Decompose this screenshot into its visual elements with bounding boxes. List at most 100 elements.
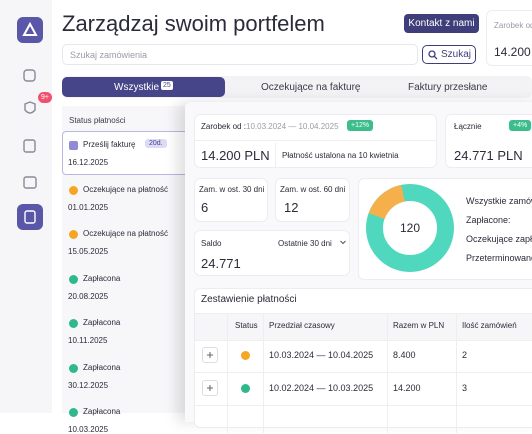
earnings-card: Zarobek od : 10.03.2024 — 10.04.2025 +12… (194, 114, 437, 168)
list-item-date: 10.03.2025 (68, 425, 109, 434)
paid-status-icon (69, 274, 78, 284)
shield-icon[interactable] (24, 101, 36, 114)
row-divider (195, 372, 532, 373)
orders60-value: 12 (284, 200, 299, 215)
paid-status-icon (241, 384, 250, 393)
earnings-label: Zarobek od : (201, 122, 246, 131)
wallet-icon (24, 210, 36, 224)
donut-chart (366, 184, 454, 272)
search-input[interactable]: Szukaj zamówienia (62, 44, 418, 65)
legend-item: Wszystkie zamów (466, 196, 532, 206)
side-card-label: Zarobek od : (494, 21, 532, 30)
legend-item: Zapłacone: (466, 215, 511, 225)
list-item-status[interactable]: Zapłacona (83, 318, 121, 327)
page-title: Zarządzaj swoim portfelem (62, 11, 325, 36)
column-header: Razem w PLN (393, 321, 445, 330)
total-amount: 24.771 PLN (454, 148, 523, 163)
logo-mark (22, 21, 38, 36)
side-card-amount: 14.200 PLN (494, 45, 532, 59)
row-total: 8.400 (393, 350, 416, 360)
row-divider (195, 405, 532, 406)
earnings-note: Płatność ustalona na 10 kwietnia (282, 151, 399, 160)
list-item-status[interactable]: Zapłacona (83, 273, 121, 283)
divider (275, 143, 276, 167)
table-title: Zestawienie płatności (201, 294, 297, 305)
column-divider (227, 313, 228, 433)
legend-item: Przeterminowane (466, 253, 532, 263)
orders60-card: Zam. w ost. 60 dni 12 (275, 178, 350, 222)
list-item-date: 16.12.2025 (68, 158, 109, 167)
pending-status-icon (69, 230, 78, 239)
bag-icon[interactable] (23, 69, 36, 82)
column-divider (456, 313, 457, 433)
logo[interactable] (17, 17, 43, 43)
balance-card: Saldo Ostatnie 30 dni 24.771 (194, 230, 350, 276)
orders30-value: 6 (201, 200, 209, 215)
column-divider (263, 313, 264, 433)
list-item-selected[interactable] (62, 131, 188, 175)
list-item-date: 01.01.2025 (68, 202, 109, 212)
dropdown-chevron[interactable] (340, 240, 346, 245)
earnings-range: 10.03.2024 — 10.04.2025 (246, 122, 339, 131)
wallet-selected[interactable] (17, 204, 43, 230)
plus-icon (207, 385, 213, 391)
notification-badge: 9+ (38, 92, 52, 103)
column-header: Przedział czasowy (269, 321, 335, 330)
donut-paid (366, 184, 454, 272)
total-change: +4% (509, 120, 532, 131)
tab-badge: 25 (161, 81, 173, 90)
earnings-amount: 14.200 PLN (201, 148, 270, 163)
row-count: 2 (462, 350, 468, 360)
column-header: Status (235, 321, 258, 330)
donut-card: 120 Wszystkie zamów Zapłacone: Oczekujące … (358, 178, 532, 280)
doc-icon[interactable] (23, 139, 36, 153)
column-header: Ilość zamówień (462, 321, 517, 330)
sidebar-icons (17, 17, 43, 230)
search-icon (428, 50, 438, 60)
row-total: 14.200 (393, 383, 421, 393)
row-range: 10.03.2024 — 10.04.2025 (269, 350, 374, 360)
list-item-status[interactable]: Prześlij fakturę (83, 140, 136, 149)
search-placeholder: Szukaj zamówienia (70, 50, 148, 60)
balance-label: Saldo (201, 239, 222, 248)
list-item-date: 15.05.2025 (68, 247, 109, 256)
list-item-date: 20.08.2025 (68, 291, 109, 301)
tab-active[interactable]: Wszystkie 25 (62, 77, 225, 97)
search-button[interactable]: Szukaj (422, 45, 476, 64)
expand-button[interactable] (202, 380, 218, 396)
balance-period[interactable]: Ostatnie 30 dni (278, 239, 332, 248)
list-item-date: 10.11.2025 (68, 336, 108, 345)
tab[interactable]: Faktury przesłane (408, 82, 488, 93)
search-button-label: Szukaj (441, 49, 472, 60)
tab-label: Wszystkie (114, 82, 159, 93)
list-item-status[interactable]: Zapłacona (83, 362, 121, 372)
pending-status-icon (69, 185, 78, 195)
side-card: Zarobek od : 14.200 PLN (486, 10, 532, 66)
orders60-label: Zam. w ost. 60 dni (280, 185, 346, 194)
list-item-status[interactable]: Oczekujące na płatność (83, 229, 168, 238)
app-screen: {"sidebar":{"badge":"9+"}, "header":{"ti… (17, 10, 532, 434)
paid-status-icon (69, 363, 78, 373)
list-header: Status płatności (69, 116, 126, 125)
payments-table: Zestawienie płatności Status Przedział cz… (194, 288, 532, 433)
paid-status-icon (69, 319, 78, 328)
upload-status-icon (69, 141, 78, 150)
row-count: 3 (462, 383, 468, 393)
list-item-date: 30.12.2025 (68, 380, 109, 390)
donut-center: 120 (400, 221, 421, 235)
orders30-card: Zam. w ost. 30 dni 6 (194, 178, 268, 222)
earnings-change: +12% (347, 120, 374, 131)
list-item-status[interactable]: Zapłacona (83, 407, 121, 416)
table-header-row (195, 313, 532, 341)
orders30-label: Zam. w ost. 30 dni (199, 185, 265, 194)
expand-button[interactable] (202, 347, 218, 363)
total-label: Łącznie (454, 122, 482, 131)
divider (195, 140, 436, 141)
column-divider (387, 313, 388, 433)
list-item-status[interactable]: Oczekujące na płatność (83, 184, 168, 194)
contact-button[interactable]: Kontakt z nami (404, 14, 479, 33)
calendar-icon[interactable] (23, 176, 37, 189)
balance-amount: 24.771 (201, 256, 241, 271)
list-item-badge: 20d. (145, 139, 167, 148)
tab[interactable]: Oczekujące na fakturę (261, 82, 361, 93)
